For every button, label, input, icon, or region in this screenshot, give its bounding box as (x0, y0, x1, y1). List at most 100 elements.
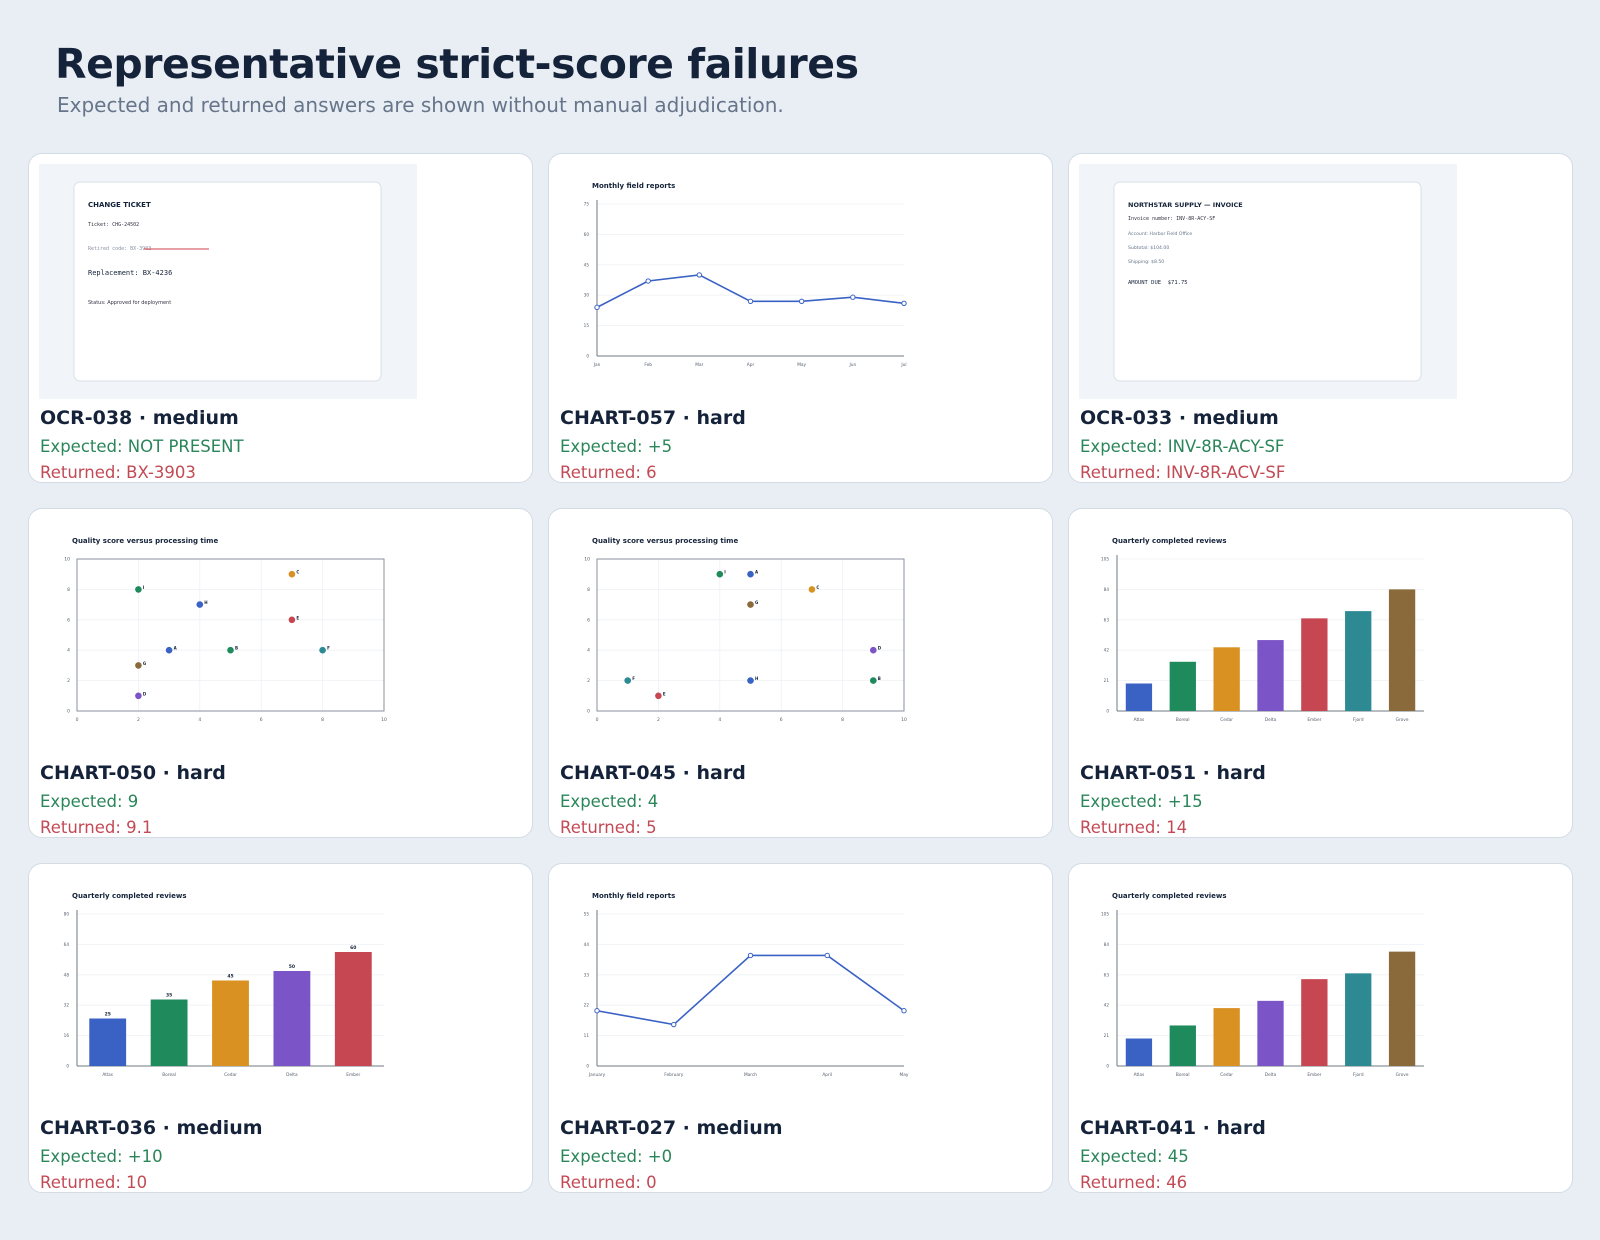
failure-card: Quality score versus processing time 0 2 4 6… (548, 508, 1053, 838)
line-point (798, 298, 805, 304)
point-label: C (816, 585, 819, 590)
returned-answer: Returned: 46 (1080, 1173, 1188, 1192)
y-tick-label: 10 (584, 557, 590, 563)
x-tick-label: Delta (286, 1072, 298, 1078)
failure-card: Quarterly completed reviews 0 21 42 63 84 105 A… (1068, 508, 1573, 838)
data-label: 60 (350, 945, 356, 951)
bar (1345, 611, 1372, 711)
line-point (850, 294, 856, 300)
expected-answer: Expected: +0 (560, 1147, 673, 1166)
point-label: E (663, 691, 666, 696)
y-tick-label: 0 (1106, 1064, 1109, 1069)
y-tick-label: 2 (587, 678, 590, 684)
x-tick-label: Jun (848, 362, 856, 368)
data-label: 50 (289, 964, 295, 970)
y-tick-label: 45 (584, 262, 590, 267)
failure-card: NORTHSTAR SUPPLY — INVOICE Invoice numbe… (1068, 153, 1573, 483)
chart-title: Quality score versus processing time (592, 537, 738, 545)
returned-answer: Returned: 0 (560, 1173, 657, 1192)
y-tick-label: 42 (1104, 648, 1110, 653)
x-tick-label: Fjord (1353, 1072, 1364, 1078)
y-tick-label: 15 (584, 323, 590, 328)
card-title: CHART-050 · hard (40, 762, 226, 784)
data-label: 45 (227, 974, 233, 980)
point-label: D (143, 691, 147, 696)
point-label: B (235, 646, 238, 651)
chart-title: Quarterly completed reviews (1112, 892, 1227, 900)
doc-heading: NORTHSTAR SUPPLY — INVOICE (1128, 201, 1243, 209)
card-title: CHART-036 · medium (40, 1117, 263, 1139)
card-title: CHART-051 · hard (1080, 762, 1266, 784)
x-tick-label: Grove (1396, 1072, 1409, 1078)
x-tick-label: January (588, 1072, 606, 1078)
plot-frame (76, 558, 385, 712)
bar (1388, 951, 1416, 1066)
scatter-point (227, 646, 234, 654)
point-label: A (755, 570, 759, 575)
x-tick-label: Feb (644, 362, 652, 368)
y-tick-label: 64 (64, 942, 70, 947)
bar (1257, 640, 1284, 711)
returned-answer: Returned: 14 (1080, 818, 1188, 837)
scatter-point (655, 692, 662, 700)
bar (1388, 589, 1416, 711)
line-point (594, 304, 600, 311)
y-tick-label: 84 (1104, 587, 1110, 592)
y-tick-label: 48 (64, 972, 70, 977)
line-point (671, 1021, 677, 1028)
point-label: G (143, 661, 146, 666)
line-point (696, 272, 703, 278)
scatter-point (135, 662, 142, 669)
bar (1301, 979, 1328, 1066)
expected-answer: Expected: 4 (560, 792, 659, 811)
x-tick-label: Jul (900, 362, 906, 368)
scatter-point (870, 677, 877, 684)
bar (150, 999, 188, 1066)
y-tick-label: 16 (64, 1033, 70, 1038)
x-tick-label: 0 (596, 717, 599, 723)
x-tick-label: 10 (381, 717, 387, 723)
x-tick-label: February (664, 1072, 683, 1078)
y-tick-label: 2 (67, 678, 70, 684)
y-tick-label: 0 (586, 354, 589, 359)
x-tick-label: Boreal (162, 1072, 176, 1078)
x-tick-label: 10 (901, 717, 907, 723)
failure-card: CHANGE TICKET Ticket: CHG-24502 Retired … (28, 153, 533, 483)
chart-thumbnail: Quarterly completed reviews 0 21 42 63 84 105 A… (1079, 874, 1457, 1109)
failure-card: Quality score versus processing time 0 2 4 6… (28, 508, 533, 838)
x-tick-label: Delta (1265, 717, 1277, 723)
bar (1257, 1000, 1284, 1066)
chart-thumbnail: Monthly field reports 0 15 30 45 60 75 Jan Feb Ma… (559, 164, 937, 399)
scatter-point (747, 570, 754, 578)
document-thumbnail: NORTHSTAR SUPPLY — INVOICE Invoice numbe… (1079, 164, 1457, 399)
returned-answer: Returned: INV-8R-ACV-SF (1080, 463, 1286, 482)
card-title: CHART-027 · medium (560, 1117, 783, 1139)
y-tick-label: 55 (584, 912, 590, 917)
doc-line: Ticket: CHG-24502 (88, 222, 139, 228)
y-tick-label: 8 (67, 587, 70, 593)
x-tick-label: Grove (1396, 717, 1409, 723)
x-tick-label: Boreal (1176, 1072, 1190, 1078)
y-tick-label: 32 (64, 1003, 70, 1008)
scatter-point (288, 616, 296, 624)
point-label: I (724, 570, 726, 575)
returned-answer: Returned: 6 (560, 463, 657, 482)
returned-answer: Returned: 5 (560, 818, 657, 837)
y-tick-label: 80 (64, 912, 70, 917)
x-tick-label: Ember (346, 1072, 360, 1078)
doc-line: Status: Approved for deployment (88, 300, 171, 306)
returned-answer: Returned: 9.1 (40, 818, 153, 837)
line-point (747, 952, 754, 959)
x-tick-label: 4 (198, 717, 201, 723)
y-tick-label: 33 (584, 972, 590, 977)
point-label: C (296, 570, 299, 575)
returned-answer: Returned: 10 (40, 1173, 148, 1192)
chart-title: Monthly field reports (592, 892, 675, 900)
x-tick-label: Cedar (224, 1072, 237, 1078)
scatter-point (624, 677, 631, 684)
scatter-point (135, 692, 142, 700)
scatter-point (288, 570, 296, 578)
scatter-point (196, 601, 204, 608)
chart-thumbnail: Monthly field reports 0 11 22 33 44 55 January F… (559, 874, 937, 1109)
scatter-point (747, 601, 754, 608)
